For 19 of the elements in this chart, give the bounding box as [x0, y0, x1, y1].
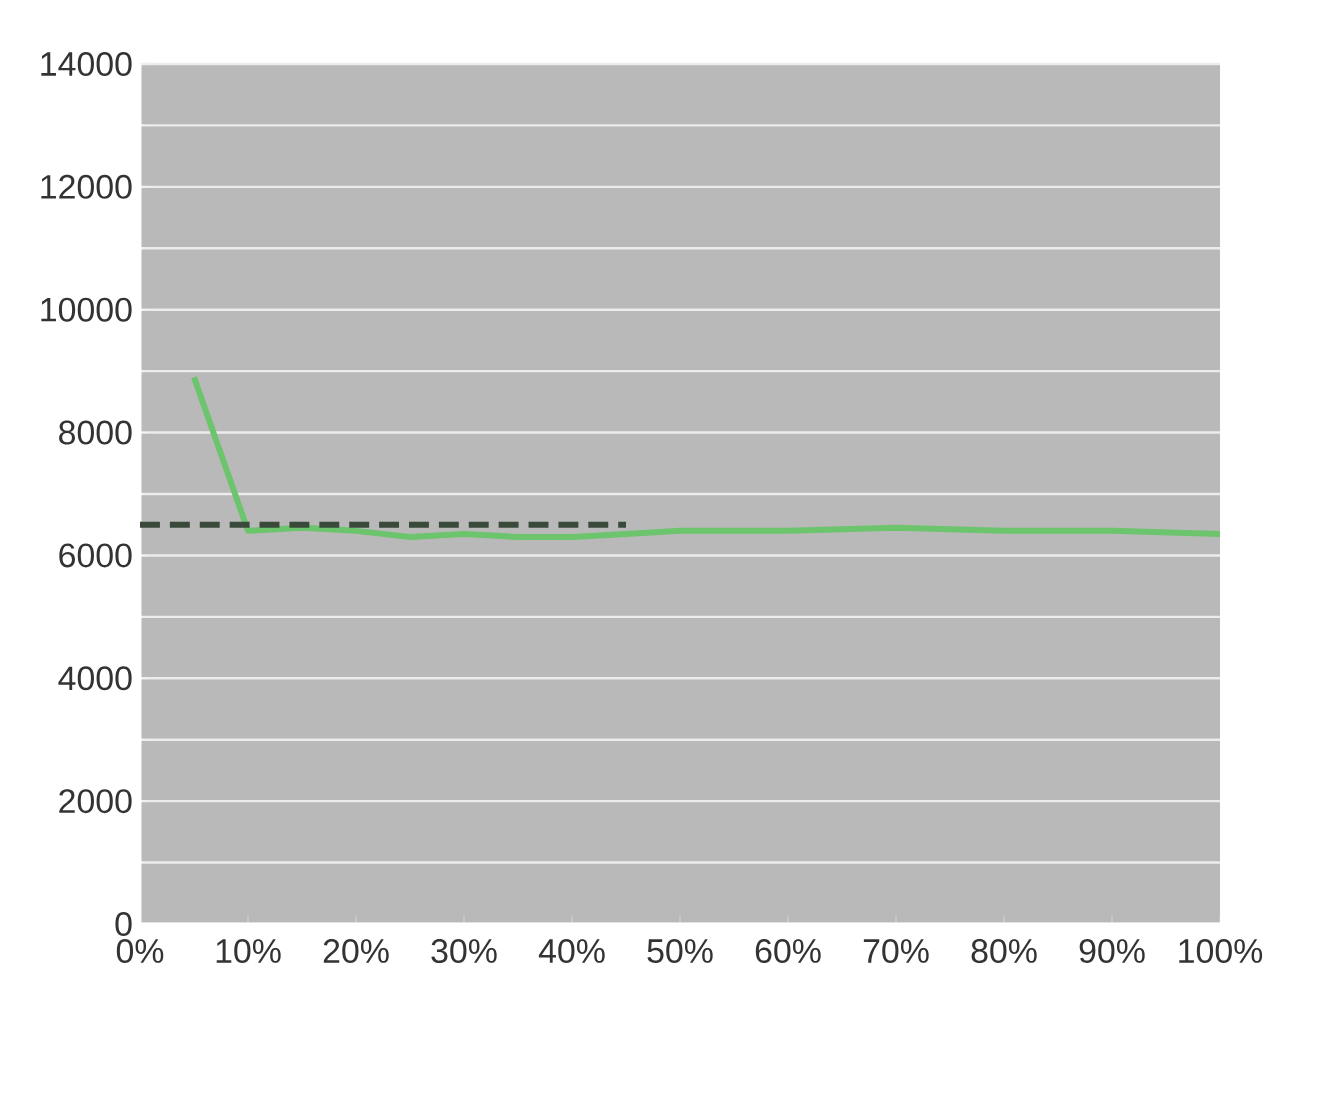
y-tick-label: 0 [115, 912, 132, 937]
y-tick-label: 4000 [58, 666, 132, 691]
x-tick-label: 30% [431, 939, 497, 964]
y-tick-label: 8000 [59, 420, 132, 445]
x-tick-label: 0% [116, 939, 164, 964]
y-tick-label: 6000 [59, 543, 132, 568]
x-tick-label: 40% [538, 939, 605, 964]
x-tick-label: 20% [323, 939, 389, 964]
x-tick-label: 80% [971, 939, 1037, 964]
y-tick-label: 12000 [41, 174, 132, 199]
y-tick-label: 10000 [41, 297, 132, 322]
x-tick-label: 70% [863, 939, 929, 964]
x-tick-label: 60% [755, 939, 821, 964]
x-tick-label: 10% [216, 939, 281, 964]
x-tick-label: 100% [1179, 939, 1263, 964]
y-tick-label: 14000 [41, 52, 132, 76]
y-tick-label: 2000 [59, 789, 132, 814]
x-tick-label: 90% [1079, 939, 1145, 964]
x-tick-label: 50% [647, 939, 713, 964]
